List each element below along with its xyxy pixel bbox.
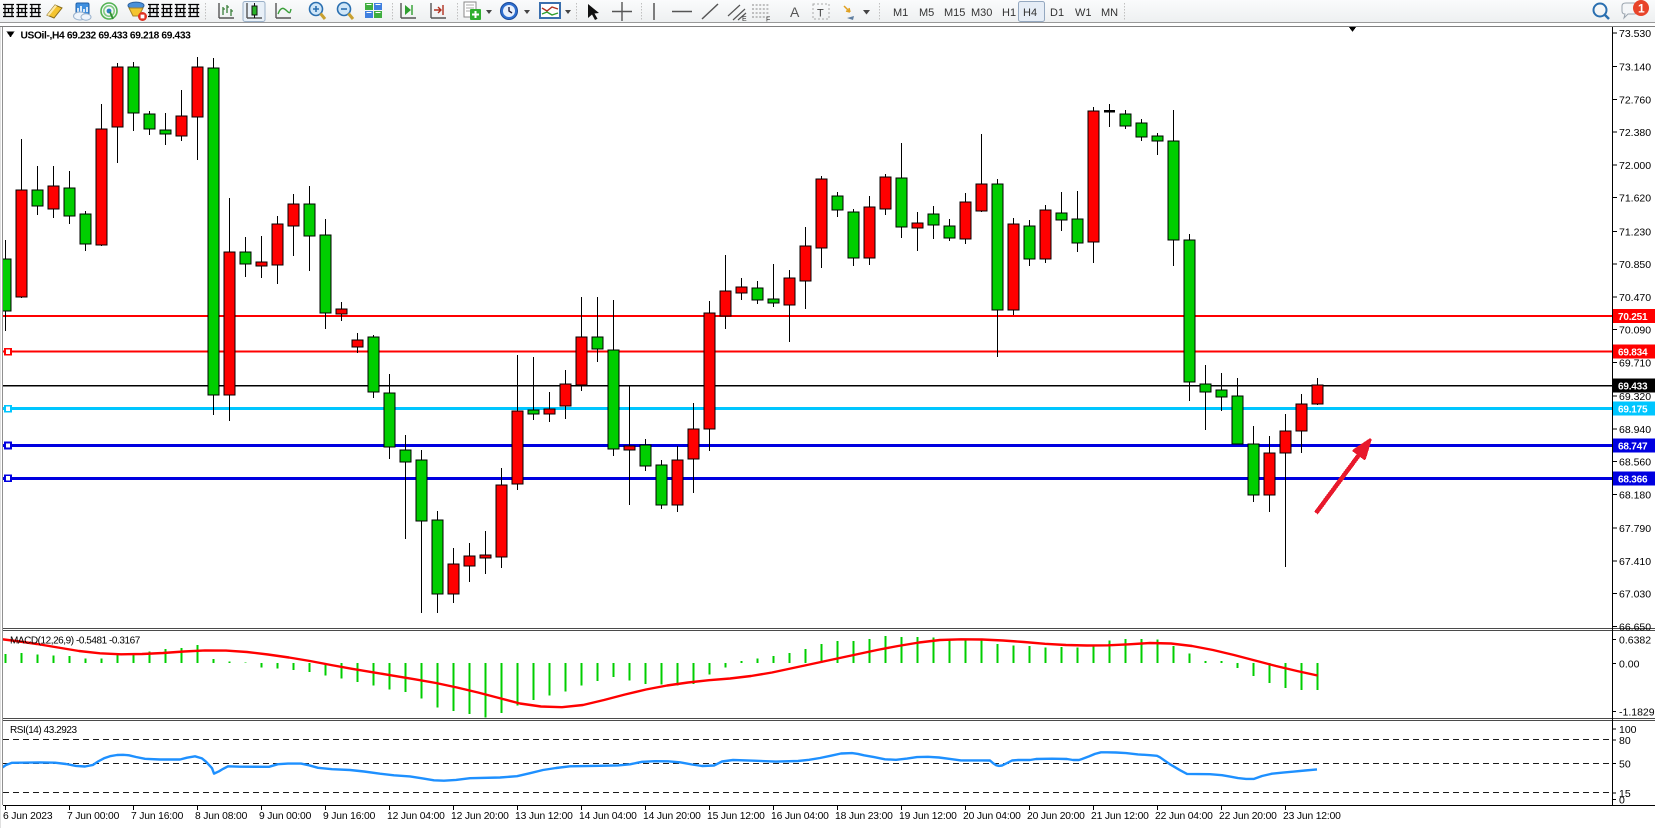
svg-text:M15: M15	[944, 7, 965, 19]
svg-text:9 Jun 16:00: 9 Jun 16:00	[323, 811, 376, 822]
svg-text:6 Jun 2023: 6 Jun 2023	[3, 811, 53, 822]
svg-text:70.251: 70.251	[1618, 312, 1648, 323]
svg-text:E: E	[742, 16, 747, 23]
svg-text:0.6382: 0.6382	[1619, 635, 1651, 647]
svg-text:15: 15	[1619, 788, 1631, 800]
svg-text:T: T	[817, 8, 824, 20]
svg-text:MN: MN	[1101, 7, 1118, 19]
svg-text:H1: H1	[1002, 7, 1016, 19]
svg-text:7 Jun 00:00: 7 Jun 00:00	[67, 811, 120, 822]
svg-text:8 Jun 08:00: 8 Jun 08:00	[195, 811, 248, 822]
svg-text:72.760: 72.760	[1619, 94, 1651, 106]
svg-text:69.433: 69.433	[1618, 382, 1648, 393]
svg-text:68.366: 68.366	[1618, 474, 1648, 485]
svg-text:H4: H4	[1023, 7, 1037, 19]
svg-text:23 Jun 12:00: 23 Jun 12:00	[1283, 811, 1341, 822]
svg-text:50: 50	[1619, 759, 1631, 771]
svg-text:12 Jun 20:00: 12 Jun 20:00	[451, 811, 509, 822]
svg-text:80: 80	[1619, 735, 1631, 747]
svg-text:68.180: 68.180	[1619, 489, 1651, 501]
svg-text:70.850: 70.850	[1619, 259, 1651, 271]
svg-text:0: 0	[1619, 795, 1625, 807]
svg-text:W1: W1	[1075, 7, 1092, 19]
svg-text:69.320: 69.320	[1619, 391, 1651, 403]
svg-text:7 Jun 16:00: 7 Jun 16:00	[131, 811, 184, 822]
svg-text:22 Jun 20:00: 22 Jun 20:00	[1219, 811, 1277, 822]
svg-text:M30: M30	[971, 7, 992, 19]
svg-text:A: A	[790, 4, 800, 20]
svg-text:67.790: 67.790	[1619, 523, 1651, 535]
svg-text:67.410: 67.410	[1619, 556, 1651, 568]
svg-text:68.940: 68.940	[1619, 424, 1651, 436]
svg-text:15 Jun 12:00: 15 Jun 12:00	[707, 811, 765, 822]
svg-text:22 Jun 04:00: 22 Jun 04:00	[1155, 811, 1213, 822]
svg-text:72.380: 72.380	[1619, 127, 1651, 139]
svg-text:73.140: 73.140	[1619, 62, 1651, 74]
svg-text:-1.1829: -1.1829	[1619, 707, 1655, 719]
svg-text:72.000: 72.000	[1619, 160, 1651, 172]
svg-text:D1: D1	[1050, 7, 1064, 19]
svg-text:M5: M5	[919, 7, 934, 19]
svg-text:12 Jun 04:00: 12 Jun 04:00	[387, 811, 445, 822]
svg-text:20 Jun 04:00: 20 Jun 04:00	[963, 811, 1021, 822]
svg-text:19 Jun 12:00: 19 Jun 12:00	[899, 811, 957, 822]
svg-text:13 Jun 12:00: 13 Jun 12:00	[515, 811, 573, 822]
svg-text:70.470: 70.470	[1619, 292, 1651, 304]
svg-text:73.530: 73.530	[1619, 28, 1651, 40]
svg-text:14 Jun 20:00: 14 Jun 20:00	[643, 811, 701, 822]
svg-text:71.230: 71.230	[1619, 226, 1651, 238]
svg-text:67.030: 67.030	[1619, 589, 1651, 601]
svg-text:69.834: 69.834	[1618, 348, 1648, 359]
svg-text:M1: M1	[893, 7, 908, 19]
svg-text:20 Jun 20:00: 20 Jun 20:00	[1027, 811, 1085, 822]
svg-text:9 Jun 00:00: 9 Jun 00:00	[259, 811, 312, 822]
svg-text:RSI(14) 43.2923: RSI(14) 43.2923	[10, 725, 78, 736]
svg-text:18 Jun 23:00: 18 Jun 23:00	[835, 811, 893, 822]
svg-text:USOil-,H4 69.232 69.433 69.21: USOil-,H4 69.232 69.433 69.218 69.433	[21, 31, 192, 42]
svg-text:21 Jun 12:00: 21 Jun 12:00	[1091, 811, 1149, 822]
svg-text:68.560: 68.560	[1619, 457, 1651, 469]
svg-text:68.747: 68.747	[1618, 442, 1648, 453]
svg-text:66.650: 66.650	[1619, 621, 1651, 633]
svg-text:14 Jun 04:00: 14 Jun 04:00	[579, 811, 637, 822]
svg-text:MACD(12,26,9) -0.5481 -0.3167: MACD(12,26,9) -0.5481 -0.3167	[10, 636, 141, 647]
svg-text:16 Jun 04:00: 16 Jun 04:00	[771, 811, 829, 822]
svg-text:71.620: 71.620	[1619, 193, 1651, 205]
svg-text:F: F	[766, 17, 770, 24]
svg-text:100: 100	[1619, 724, 1637, 736]
svg-text:1: 1	[1638, 2, 1645, 16]
svg-text:69.175: 69.175	[1618, 405, 1648, 416]
svg-text:0.00: 0.00	[1619, 659, 1640, 671]
svg-text:70.090: 70.090	[1619, 325, 1651, 337]
svg-text:69.710: 69.710	[1619, 357, 1651, 369]
